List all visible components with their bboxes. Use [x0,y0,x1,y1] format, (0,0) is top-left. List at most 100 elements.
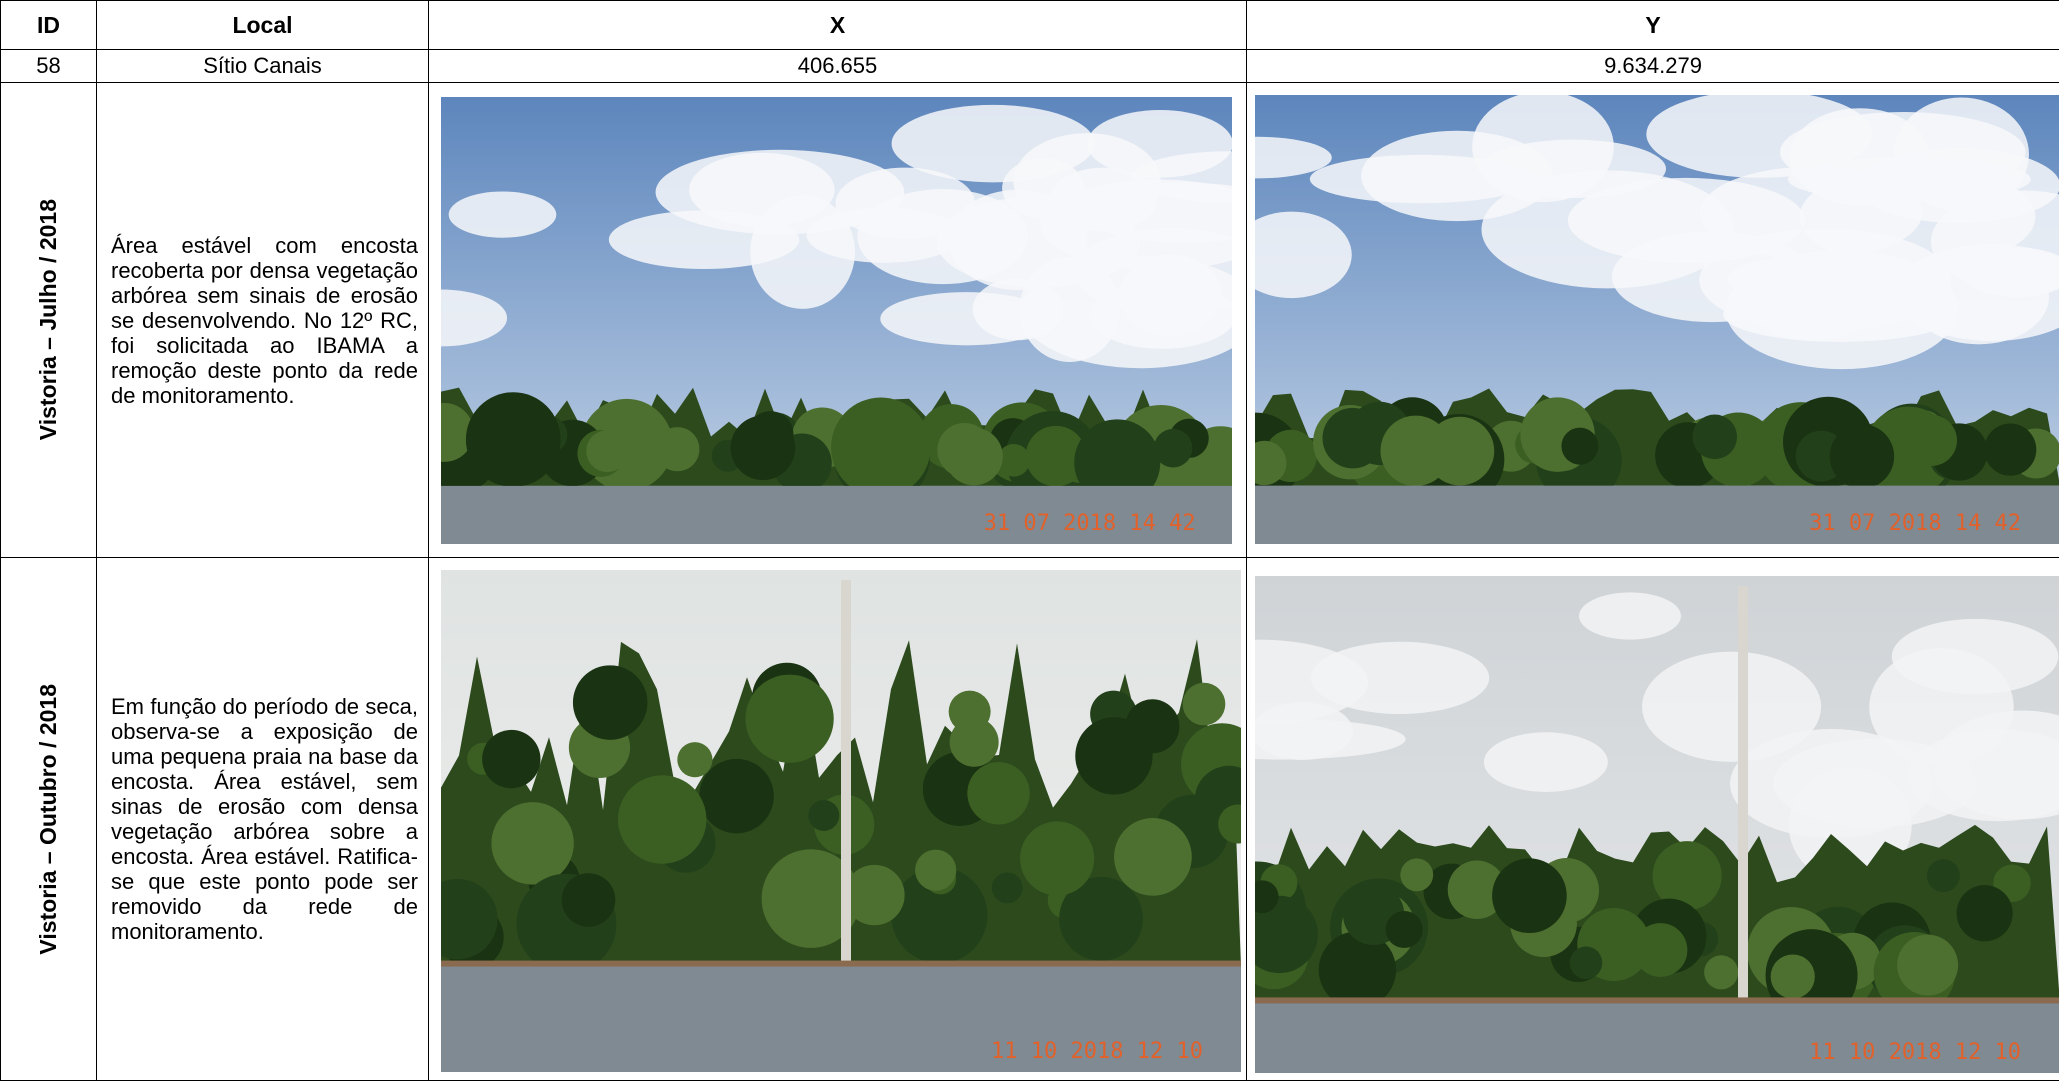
foliage [1318,931,1397,1009]
label-cell: Vistoria – Outubro / 2018 [0,557,97,1081]
photo-timestamp: 31 07 2018 14 42 [984,511,1196,536]
foliage [1905,414,1958,466]
cloud [750,195,855,309]
inspection-row: Vistoria – Julho / 2018 Área estável com… [0,82,2059,558]
foliage [1025,425,1087,487]
cloud [1255,211,1352,299]
foliage [655,427,700,472]
foliage [465,392,561,487]
foliage [1114,817,1192,896]
water [441,485,1232,544]
photo-timestamp: 31 07 2018 14 42 [1809,511,2021,536]
header-cell: X [428,0,1247,50]
cloud [835,167,975,239]
label-cell: Vistoria – Julho / 2018 [0,82,97,558]
description: Área estável com encosta recoberta por d… [96,82,429,558]
foliage [491,802,574,885]
photo-cell: 31 07 2018 14 42 [1246,82,2059,558]
foliage [891,867,988,964]
photo: 31 07 2018 14 42 [1255,95,2059,544]
foliage [937,422,992,478]
foliage [1561,427,1599,465]
foliage [572,665,648,740]
data-row: 58 Sítio Canais 406.655 9.634.279 [0,49,2059,83]
foliage [1400,858,1434,892]
header-cell: ID [0,0,97,50]
cell: 9.634.279 [1246,49,2059,83]
foliage [1385,910,1423,949]
foliage [1153,428,1193,468]
cloud [1132,151,1232,203]
foliage [1569,946,1603,980]
foliage [1829,424,1895,489]
water [1255,485,2059,544]
header-cell: Local [96,0,429,50]
inspection-label: Vistoria – Julho / 2018 [35,199,61,441]
foliage [745,674,834,763]
header-row: ID Local X Y [0,0,2059,50]
cloud [1642,651,1822,762]
cloud [1002,158,1084,219]
description: Em função do período de seca, observa-se… [96,557,429,1081]
foliage [1322,407,1384,469]
foliage [948,690,991,733]
foliage [677,742,713,778]
foliage [1652,841,1722,911]
foliage [831,397,931,498]
foliage [1255,895,1318,974]
foliage [915,849,957,891]
foliage [1447,860,1507,919]
foliage [1956,885,2013,942]
water [441,966,1241,1072]
cloud [448,191,557,238]
foliage [699,758,774,834]
foliage [482,729,541,789]
foliage [844,864,905,926]
beach [1255,997,2059,1006]
foliage [967,762,1030,825]
photo: 11 10 2018 12 10 [441,570,1241,1072]
inspection-row: Vistoria – Outubro / 2018 Em função do p… [0,557,2059,1081]
foliage [1984,423,2037,476]
foliage [1692,414,1738,460]
foliage [1492,858,1567,934]
foliage [1770,954,1815,999]
photo-cell: 31 07 2018 14 42 [428,82,1247,558]
photo: 11 10 2018 12 10 [1255,576,2059,1073]
beach [441,960,1241,969]
foliage [441,878,498,960]
foliage [1704,955,1739,990]
foliage [1255,440,1287,486]
cloud [1255,136,1332,179]
foliage [1075,717,1153,795]
cloud [1772,738,1978,828]
foliage [1380,415,1451,487]
cloud [1579,592,1682,640]
trunk [841,580,851,967]
foliage [1255,880,1279,914]
trunk [1738,585,1748,1004]
foliage [808,800,840,831]
foliage [991,872,1023,904]
foliage [761,849,861,948]
foliage [1926,859,1960,893]
foliage [1182,682,1226,726]
foliage [1218,804,1241,844]
header-cell: Y [1246,0,2059,50]
cloud [1021,255,1232,369]
foliage [617,775,707,864]
cloud [880,292,1053,346]
photo: 31 07 2018 14 42 [441,97,1232,544]
cloud [1361,130,1553,222]
cloud [1723,286,1958,342]
photo-cell: 11 10 2018 12 10 [1246,557,2059,1081]
foliage [997,444,1031,477]
cloud [1255,639,1369,725]
foliage [1897,934,1959,996]
inspection-label: Vistoria – Outubro / 2018 [35,683,61,955]
cell: Sítio Canais [96,49,429,83]
photo-timestamp: 11 10 2018 12 10 [991,1039,1203,1064]
